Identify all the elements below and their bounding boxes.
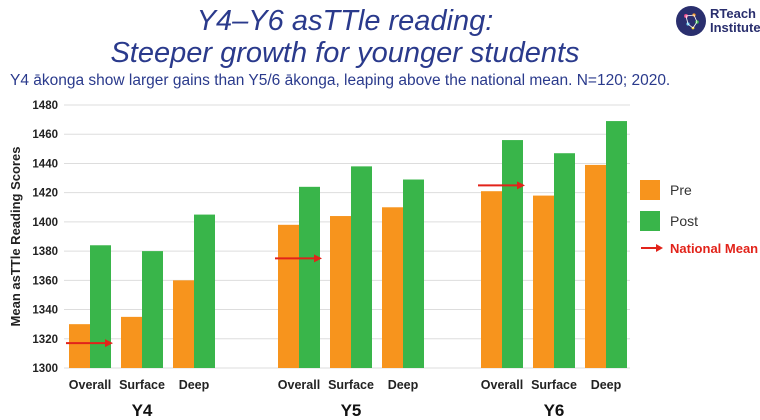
bar-post bbox=[351, 166, 372, 368]
chart-subtitle: Y4 ākonga show larger gains than Y5/6 āk… bbox=[10, 72, 671, 89]
y-tick-label: 1480 bbox=[32, 100, 58, 112]
x-category-label: Overall bbox=[69, 378, 111, 392]
x-category-label: Deep bbox=[179, 378, 210, 392]
bar-post bbox=[142, 251, 163, 368]
y-tick-label: 1400 bbox=[32, 217, 58, 229]
legend-label-pre: Pre bbox=[670, 182, 692, 198]
y-tick-label: 1460 bbox=[32, 129, 58, 141]
bar-pre bbox=[173, 280, 194, 368]
legend-label-post: Post bbox=[670, 213, 699, 229]
logo-line2: Institute bbox=[710, 20, 760, 35]
national-mean-arrow-head bbox=[517, 181, 525, 190]
rteach-logo: RTeach Institute bbox=[676, 4, 760, 40]
y-tick-label: 1320 bbox=[32, 334, 58, 346]
y-tick-label: 1380 bbox=[32, 246, 58, 258]
bar-pre bbox=[69, 324, 90, 368]
group-label: Y6 bbox=[544, 401, 565, 420]
x-category-label: Overall bbox=[278, 378, 320, 392]
bar-post bbox=[554, 153, 575, 368]
legend-arrow-icon bbox=[641, 244, 663, 252]
y-tick-label: 1300 bbox=[32, 363, 58, 375]
x-category-label: Surface bbox=[328, 378, 374, 392]
legend-swatch-post bbox=[640, 211, 660, 231]
group-label: Y5 bbox=[341, 401, 362, 420]
y-tick-label: 1420 bbox=[32, 188, 58, 200]
bar-post bbox=[502, 140, 523, 368]
bar-pre bbox=[585, 164, 606, 368]
chart-title-line1: Y4–Y6 asTTle reading: bbox=[196, 5, 494, 37]
x-category-label: Surface bbox=[119, 378, 165, 392]
bar-pre bbox=[382, 207, 403, 368]
x-category-label: Deep bbox=[388, 378, 419, 392]
y-tick-label: 1340 bbox=[32, 305, 58, 317]
legend-swatch-pre bbox=[640, 180, 660, 200]
bar-pre bbox=[533, 195, 554, 368]
national-mean-arrow-head bbox=[314, 254, 322, 263]
bar-post bbox=[299, 186, 320, 368]
bar-post bbox=[606, 121, 627, 368]
x-category-label: Surface bbox=[531, 378, 577, 392]
x-category-label: Overall bbox=[481, 378, 523, 392]
y-tick-label: 1440 bbox=[32, 158, 58, 170]
y-axis-label: Mean asTTle Reading Scores bbox=[8, 147, 23, 327]
bar-post bbox=[90, 245, 111, 368]
bar-pre bbox=[121, 316, 142, 368]
bar-pre bbox=[278, 224, 299, 368]
y-tick-label: 1360 bbox=[32, 275, 58, 287]
bar-pre bbox=[481, 191, 502, 368]
bar-pre bbox=[330, 216, 351, 368]
chart-title-line2: Steeper growth for younger students bbox=[110, 37, 580, 69]
x-category-label: Deep bbox=[591, 378, 622, 392]
group-label: Y4 bbox=[132, 401, 153, 420]
logo-line1: RTeach bbox=[710, 6, 756, 21]
brain-icon bbox=[676, 6, 706, 36]
bar-post bbox=[403, 179, 424, 368]
legend-label-national-mean: National Mean bbox=[670, 241, 759, 256]
national-mean-arrow-head bbox=[105, 339, 113, 348]
bar-post bbox=[194, 214, 215, 368]
